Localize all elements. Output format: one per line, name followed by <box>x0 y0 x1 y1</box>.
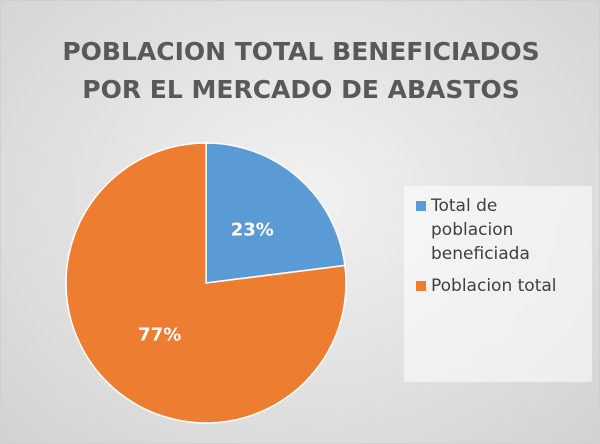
legend-key <box>416 201 426 211</box>
legend: Total de poblacion beneficiada Poblacion … <box>404 186 592 382</box>
legend-label: Poblacion total <box>431 276 557 296</box>
legend-entry: Poblacion total <box>416 274 586 298</box>
chart-title: POBLACION TOTAL BENEFICIADOS POR EL MERC… <box>62 37 540 104</box>
data-label: 77% <box>138 325 181 346</box>
data-label: 23% <box>231 219 274 240</box>
pie-slice <box>205 142 346 284</box>
legend-key <box>416 281 426 291</box>
pie-slice <box>65 142 347 424</box>
legend-label: Total de poblacion beneficiada <box>431 196 530 264</box>
legend-entry: Total de poblacion beneficiada <box>416 194 586 266</box>
